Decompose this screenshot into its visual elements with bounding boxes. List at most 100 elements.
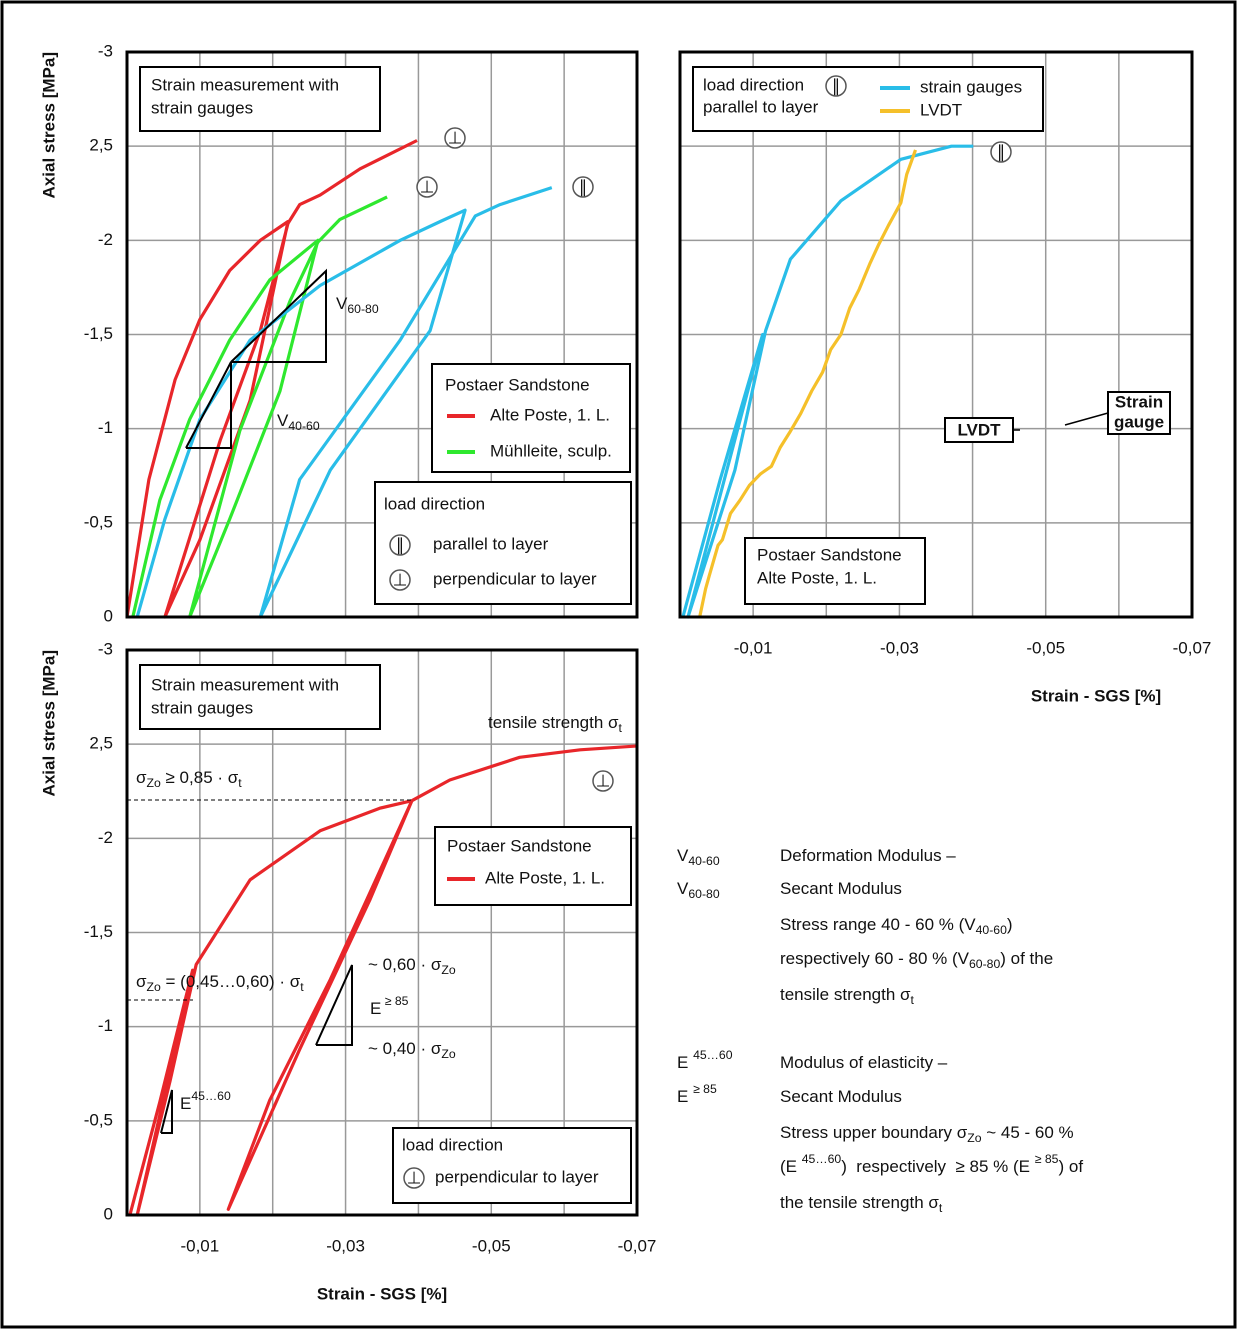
text-run: ≥ 85: [693, 1082, 717, 1096]
text-run: σ: [136, 768, 147, 787]
label: strain gauges: [151, 98, 253, 117]
y-tick-label: -0,5: [84, 512, 113, 531]
text-run: 40-60: [288, 419, 319, 433]
symbol-circle: [444, 127, 466, 149]
label: Strain: [1115, 392, 1163, 411]
note-line: tensile strength σt: [780, 985, 915, 1007]
box: [139, 664, 381, 730]
note-symbol: E ≥ 85: [677, 1082, 717, 1106]
legend-label: LVDT: [920, 100, 962, 119]
text-run: 60-80: [688, 887, 719, 901]
symbol: ⊥: [596, 771, 611, 790]
text-run: 45…60: [693, 1048, 733, 1062]
text-run: the tensile strength σ: [780, 1193, 939, 1212]
text-run: t: [619, 721, 623, 735]
plot-frame: [125, 50, 639, 619]
note-line: Modulus of elasticity –: [780, 1053, 948, 1072]
text-run: Secant Modulus: [780, 1087, 902, 1106]
text-run: ≥ 85: [1035, 1152, 1059, 1166]
text-run: V: [677, 879, 689, 898]
note-line: Secant Modulus: [780, 879, 902, 898]
text-run: tensile strength σ: [488, 713, 619, 732]
label: V60-80: [336, 294, 379, 316]
y-tick-label: -3: [98, 639, 113, 658]
guide-line: [230, 268, 327, 363]
text-run: t: [300, 980, 304, 994]
label: load direction: [384, 494, 485, 513]
x-tick-label: -0,03: [880, 638, 919, 657]
symbol: ∥: [579, 177, 588, 196]
text-run: ≥ 85: [381, 994, 408, 1008]
y-tick-label: -2: [98, 230, 113, 249]
x-tick-label: -0,05: [1026, 638, 1065, 657]
text-run: t: [238, 776, 242, 790]
x-tick-label: -0,01: [734, 638, 773, 657]
text-run: t: [939, 1201, 943, 1215]
text-run: ): [1007, 915, 1013, 934]
symbol-circle: [416, 176, 438, 198]
symbol: ∥: [396, 535, 405, 554]
text-run: E: [180, 1094, 191, 1113]
y-axis-title: Axial stress [MPa]: [39, 650, 58, 796]
plot-frame: [678, 50, 1194, 619]
text-run: 45…60: [191, 1089, 231, 1103]
box: [392, 1127, 632, 1204]
guide-line: [1064, 412, 1109, 426]
y-tick-label: -0,5: [84, 1110, 113, 1129]
legend-label: strain gauges: [920, 77, 1022, 96]
label: gauge: [1114, 412, 1164, 431]
y-tick-label: 0: [104, 1204, 113, 1223]
text-run: = (0,45…0,60) · σ: [161, 972, 301, 991]
y-axis-title: Axial stress [MPa]: [39, 52, 58, 198]
series-line: [128, 744, 638, 1217]
note-line: Deformation Modulus –: [780, 846, 956, 865]
label: E45…60: [180, 1089, 231, 1113]
label: Alte Poste, 1. L.: [757, 568, 877, 587]
label: σZo ≥ 0,85 · σt: [136, 768, 242, 790]
text-run: Deformation Modulus –: [780, 846, 956, 865]
guide-line: [315, 964, 353, 1046]
label: ~ 0,60 · σZo: [368, 955, 456, 977]
x-tick-label: -0,01: [180, 1236, 219, 1255]
series-line: [681, 144, 974, 619]
plot-frame: [125, 648, 639, 1217]
symbol-circle: [825, 75, 847, 97]
symbol-circle: [403, 1167, 425, 1189]
note-line: respectively 60 - 80 % (V60-80) of the: [780, 949, 1053, 971]
y-tick-label: -1,5: [84, 324, 113, 343]
legend-label: Mühlleite, sculp.: [490, 441, 612, 460]
label: Strain measurement with: [151, 75, 339, 94]
y-tick-label: 2,5: [89, 734, 113, 753]
label: σZo = (0,45…0,60) · σt: [136, 972, 304, 994]
text-run: Zo: [441, 963, 455, 977]
text-run: ) respectively ≥ 85 % (E: [841, 1157, 1035, 1176]
text-run: σ: [136, 972, 147, 991]
y-tick-label: -3: [98, 41, 113, 60]
text-run: ) of: [1058, 1157, 1083, 1176]
box: [374, 481, 632, 605]
box: [434, 826, 632, 906]
symbol: ⊥: [448, 128, 463, 147]
note-line: Stress upper boundary σZo ~ 45 - 60 %: [780, 1123, 1074, 1145]
box: [692, 66, 1044, 132]
symbol-circle: [389, 569, 411, 591]
note-line: Secant Modulus: [780, 1087, 902, 1106]
text-run: ~ 0,40 · σ: [368, 1039, 442, 1058]
y-tick-label: 2,5: [89, 136, 113, 155]
symbol: ⊥: [420, 177, 435, 196]
y-tick-label: -1: [98, 418, 113, 437]
text-run: V: [336, 294, 348, 313]
box: [139, 66, 381, 132]
text-run: V: [277, 411, 289, 430]
legend-label: Alte Poste, 1. L.: [490, 405, 610, 424]
text-run: E: [677, 1087, 693, 1106]
series-line: [135, 186, 553, 619]
label: strain gauges: [151, 698, 253, 717]
label: V40-60: [277, 411, 320, 433]
x-tick-label: -0,03: [326, 1236, 365, 1255]
text-run: 45…60: [802, 1152, 842, 1166]
label: parallel to layer: [433, 534, 549, 553]
label: load direction: [402, 1135, 503, 1154]
